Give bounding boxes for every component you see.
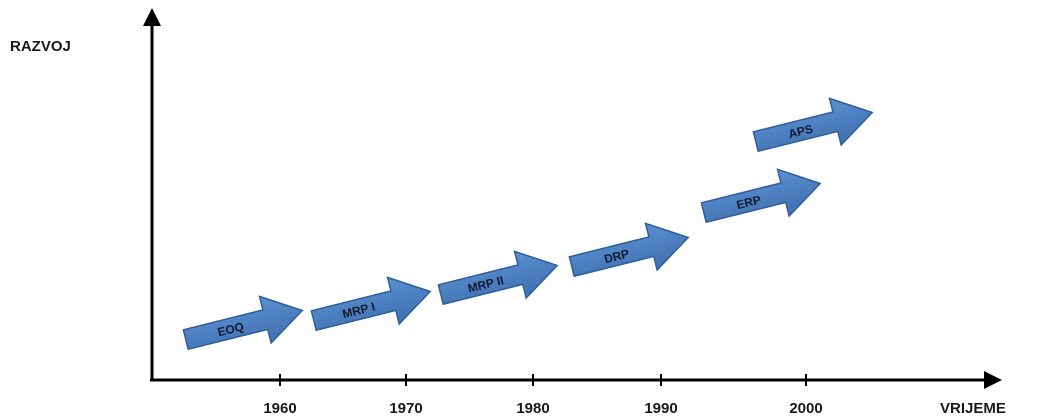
x-axis-ticks: 1960 1970 1980 1990 2000 [263, 374, 823, 417]
arrow-label: EOQ [216, 319, 245, 339]
x-axis-arrowhead [984, 371, 1002, 389]
arrow-shape [437, 250, 559, 306]
x-tick-label: 1960 [263, 400, 296, 417]
stage-arrow-mrp-i: MRP I [310, 276, 432, 332]
x-axis-label: VRIJEME [940, 400, 1006, 417]
x-tick-label: 1970 [389, 400, 422, 417]
stage-arrow-mrp-ii: MRP II [437, 250, 559, 306]
arrow-shape [700, 168, 822, 224]
arrow-label: ERP [735, 193, 762, 213]
x-tick-label: 1990 [644, 400, 677, 417]
stage-arrow-erp: ERP [700, 168, 822, 224]
x-tick-label: 1980 [516, 400, 549, 417]
x-tick-label: 2000 [789, 400, 822, 417]
arrow-shape [182, 295, 304, 351]
stage-arrow-aps: APS [752, 97, 874, 153]
y-axis-arrowhead [143, 8, 161, 26]
stage-arrow-drp: DRP [568, 222, 690, 278]
stage-arrow-eoq: EOQ [182, 295, 304, 351]
arrow-label: APS [787, 122, 814, 142]
arrow-shape [568, 222, 690, 278]
arrow-shape [752, 97, 874, 153]
y-axis-label: RAZVOJ [10, 38, 71, 55]
arrow-label: DRP [603, 246, 631, 266]
arrow-shape [310, 276, 432, 332]
